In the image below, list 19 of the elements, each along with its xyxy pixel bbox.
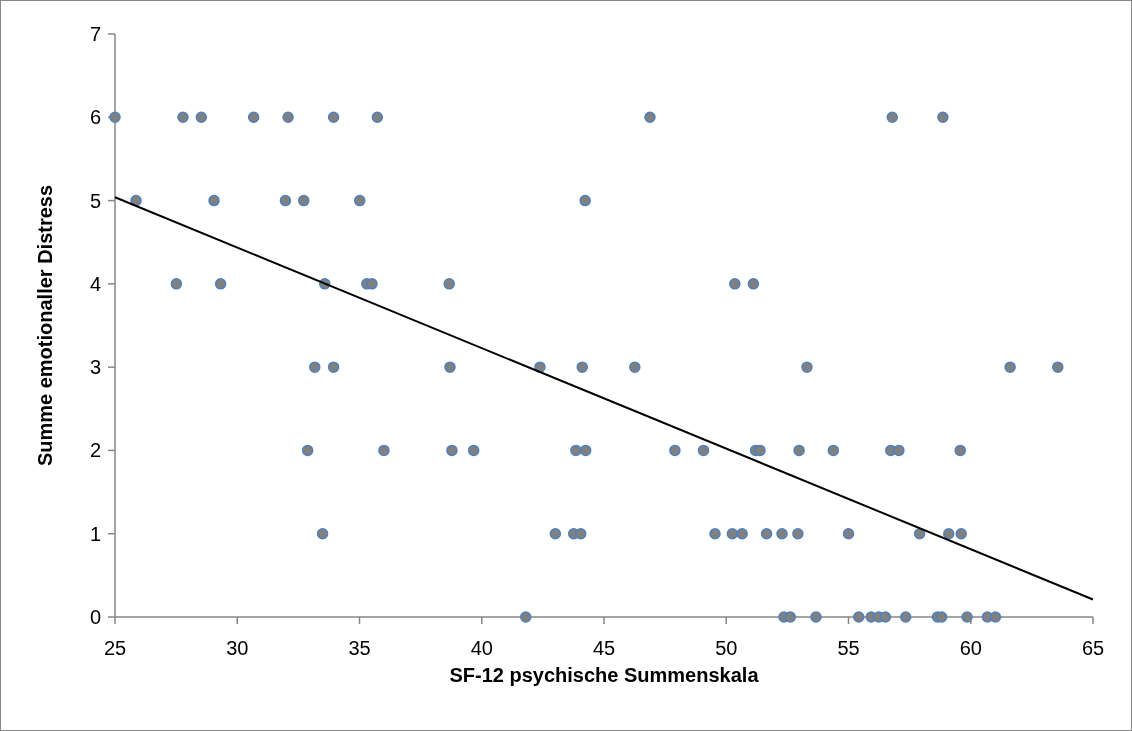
- x-tick-label: 30: [226, 637, 249, 659]
- y-tick-label: 4: [89, 272, 101, 295]
- y-tick-label: 2: [89, 439, 101, 462]
- x-axis-title: SF-12 psychische Summenskala: [449, 664, 760, 686]
- y-tick-label: 1: [89, 522, 101, 545]
- y-tick-label: 6: [89, 106, 101, 129]
- x-tick-label: 35: [348, 637, 371, 659]
- x-tick-label: 50: [715, 637, 738, 659]
- x-tick-label: 55: [837, 637, 860, 659]
- y-tick-label: 7: [89, 23, 101, 45]
- x-tick-label: 45: [592, 637, 616, 659]
- y-tick-label: 0: [89, 606, 101, 628]
- y-tick-label: 3: [89, 356, 101, 379]
- x-tick-label: 40: [470, 637, 493, 659]
- x-tick-label: 65: [1081, 637, 1105, 659]
- y-axis-title: Summe emotionaller Distress: [34, 184, 56, 467]
- x-tick-label: 25: [103, 637, 127, 659]
- y-tick-label: 5: [89, 189, 101, 212]
- x-tick-label: 60: [959, 637, 982, 659]
